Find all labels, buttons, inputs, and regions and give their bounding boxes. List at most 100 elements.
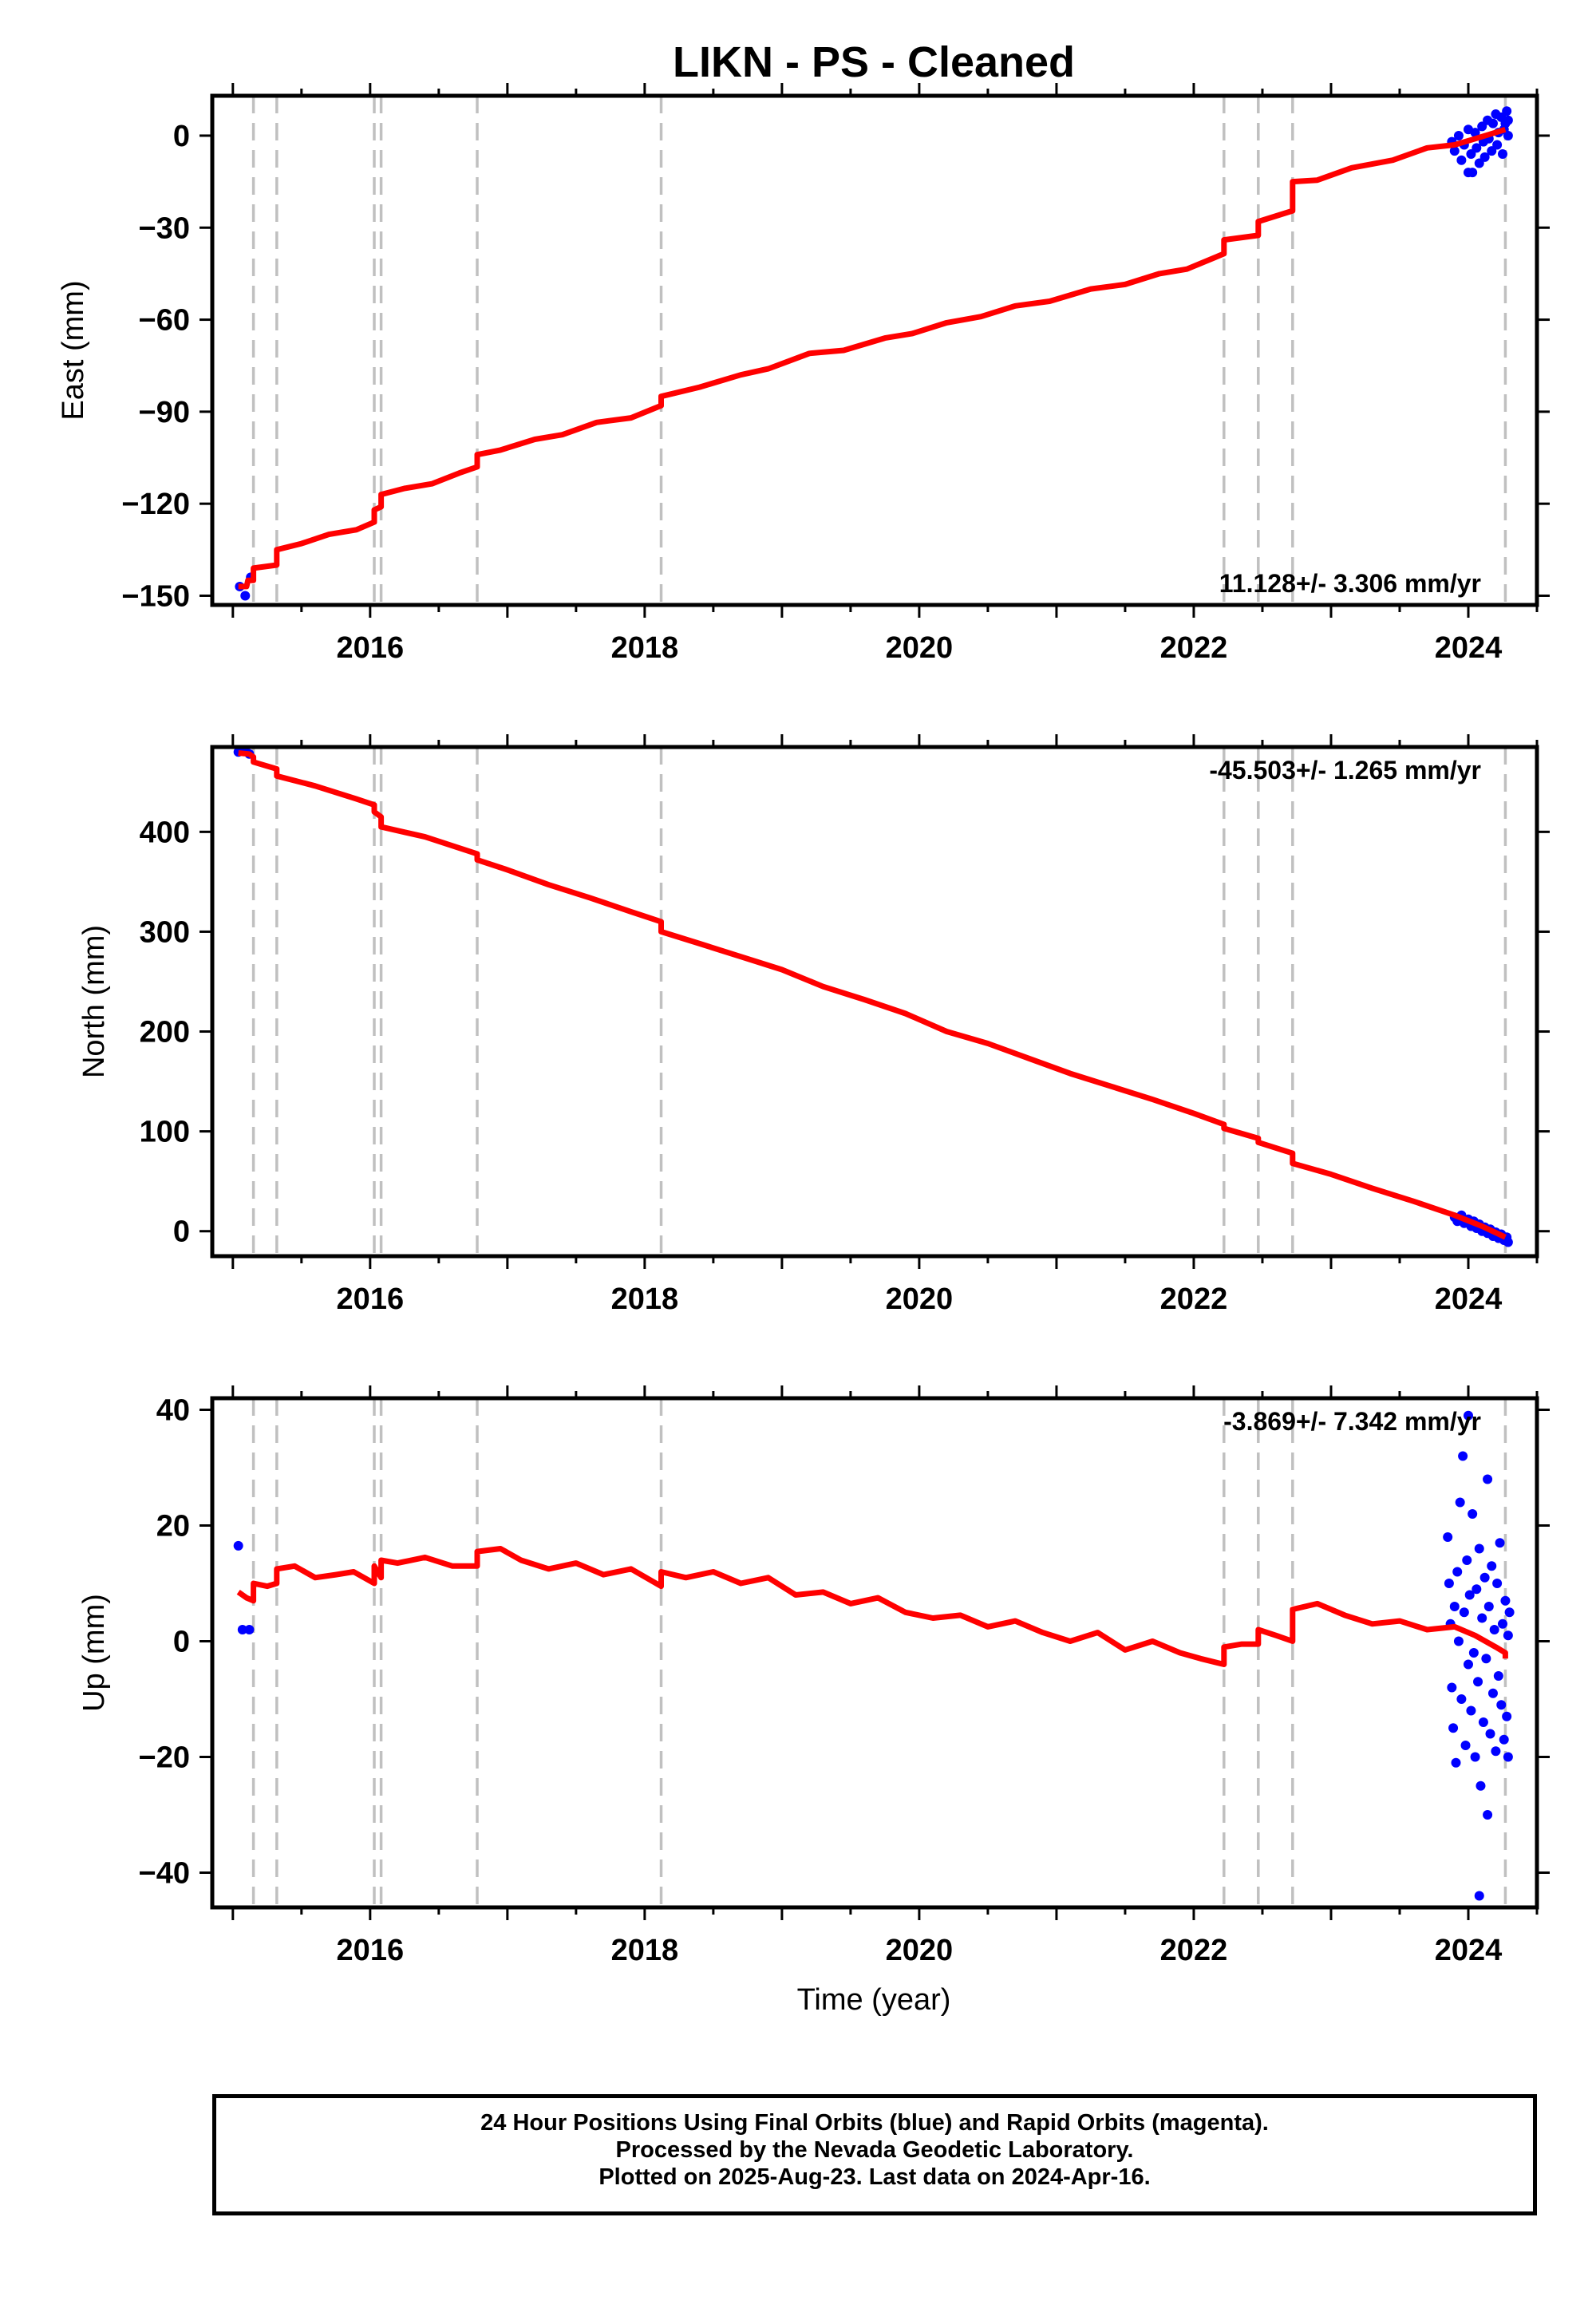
up-final-point-9 [1451, 1757, 1461, 1768]
east-final-point-23 [1492, 140, 1503, 150]
up-xtick-label-2018: 2018 [611, 1934, 679, 1967]
up-final-point-29 [1477, 1613, 1487, 1623]
east-ytick-label--90: −90 [139, 396, 190, 429]
east-final-point-15 [1477, 121, 1487, 132]
east-frame [210, 93, 1539, 607]
up-final-point-52 [1474, 1891, 1484, 1901]
up-xtick-label-2020: 2020 [886, 1934, 954, 1967]
up-final-point-7 [1448, 1723, 1459, 1733]
east-final-point-5 [1453, 130, 1464, 140]
up-final-point-40 [1491, 1746, 1501, 1757]
up-xtick-label-2024: 2024 [1435, 1934, 1503, 1967]
north-ytick-label-0: 0 [173, 1215, 190, 1249]
up-model-line [236, 1546, 1508, 1667]
up-final-point-21 [1466, 1705, 1476, 1716]
up-ytick-label-40: 40 [156, 1394, 190, 1428]
up-ytick-label-20: 20 [156, 1510, 190, 1543]
east-plot-area [235, 106, 1513, 601]
up-final-point-14 [1458, 1451, 1468, 1461]
north-model-line [238, 750, 1507, 1240]
up-final-point-32 [1481, 1654, 1491, 1664]
up-ytick-label-0: 0 [173, 1626, 190, 1659]
up-final-point-16 [1460, 1741, 1471, 1750]
up-final-point-33 [1483, 1474, 1493, 1484]
east-final-point-17 [1479, 152, 1490, 162]
north-plot-area [233, 747, 1513, 1247]
panel-up: 2016 2018 2020 2022 2024 40 20 0 −20 −40 Up (mm) -3… [77, 1385, 1550, 1967]
up-final-point-27 [1474, 1543, 1484, 1554]
up-final-point-20 [1464, 1590, 1475, 1600]
east-xtick-label-2022: 2022 [1160, 631, 1228, 665]
north-frame [210, 745, 1539, 1259]
footer-box: 24 Hour Positions Using Final Orbits (bl… [212, 2094, 1537, 2215]
footer-line-2: Processed by the Nevada Geodetic Laborat… [615, 2137, 1134, 2163]
north-ytick-label-200: 200 [140, 1016, 190, 1049]
up-final-point-39 [1489, 1625, 1499, 1634]
north-xtick-label-2016: 2016 [337, 1282, 405, 1316]
up-final-point-51 [1504, 1607, 1515, 1618]
up-final-point-44 [1496, 1700, 1507, 1710]
up-final-point-34 [1483, 1810, 1493, 1820]
up-final-point-19 [1463, 1659, 1473, 1670]
up-final-point-38 [1487, 1688, 1498, 1698]
east-ytick-label--60: −60 [139, 304, 190, 338]
up-final-point-42 [1493, 1671, 1503, 1681]
north-ytick-label-300: 300 [140, 915, 190, 949]
east-xtick-label-2024: 2024 [1435, 631, 1503, 665]
up-y-axis-label: Up (mm) [77, 1594, 111, 1712]
east-final-point-20 [1487, 146, 1497, 156]
up-final-point-1 [237, 1625, 247, 1634]
up-final-point-41 [1492, 1579, 1503, 1588]
east-final-point-13 [1472, 143, 1482, 153]
up-final-point-15 [1459, 1607, 1469, 1618]
footer-line-1: 24 Hour Positions Using Final Orbits (bl… [480, 2110, 1269, 2136]
east-xtick-label-2016: 2016 [337, 631, 405, 665]
up-final-point-25 [1472, 1584, 1482, 1595]
up-final-point-22 [1468, 1509, 1478, 1519]
up-final-point-8 [1449, 1602, 1460, 1611]
east-final-point-21 [1487, 118, 1498, 128]
footer-line-3: Plotted on 2025-Aug-23. Last data on 202… [598, 2164, 1151, 2190]
east-ytick-label-0: 0 [173, 120, 190, 153]
east-rate-label: 11.128+/- 3.306 mm/yr [1219, 569, 1481, 598]
east-final-point-12 [1470, 128, 1480, 138]
up-ytick-label--40: −40 [139, 1857, 190, 1891]
east-xtick-label-2018: 2018 [611, 631, 679, 665]
up-final-point-46 [1499, 1734, 1509, 1745]
east-model-line [238, 126, 1507, 590]
north-ytick-label-400: 400 [140, 816, 190, 849]
east-y-axis-label: East (mm) [57, 280, 90, 420]
north-rate-label: -45.503+/- 1.265 mm/yr [1209, 756, 1481, 785]
east-final-point-10 [1466, 149, 1476, 160]
up-final-point-49 [1503, 1630, 1513, 1641]
up-final-point-26 [1473, 1677, 1483, 1687]
up-final-point-45 [1497, 1618, 1507, 1629]
east-ytick-label--150: −150 [121, 579, 190, 613]
up-final-point-30 [1478, 1717, 1488, 1727]
up-final-point-2 [244, 1625, 255, 1634]
east-xtick-label-2020: 2020 [886, 631, 954, 665]
up-final-point-4 [1444, 1579, 1454, 1588]
up-final-point-36 [1485, 1729, 1495, 1739]
north-xtick-label-2024: 2024 [1435, 1282, 1503, 1316]
east-ytick-label--30: −30 [139, 211, 190, 245]
up-final-point-31 [1479, 1572, 1490, 1583]
east-final-point-14 [1474, 158, 1484, 168]
north-ytick-label-100: 100 [140, 1116, 190, 1149]
east-final-point-11 [1468, 168, 1478, 178]
up-final-point-37 [1487, 1561, 1497, 1571]
east-final-point-26 [1497, 149, 1507, 160]
up-frame [210, 1396, 1539, 1910]
up-plot-area [233, 1410, 1515, 1901]
east-final-point-29 [1502, 106, 1512, 117]
up-final-point-11 [1453, 1636, 1464, 1646]
up-final-point-10 [1452, 1567, 1463, 1577]
up-final-point-50 [1503, 1752, 1513, 1762]
up-final-point-47 [1500, 1595, 1511, 1606]
panel-north: 2016 2018 2020 2022 2024 0 100 200 300 400 North (… [77, 734, 1550, 1316]
north-xtick-label-2022: 2022 [1160, 1282, 1228, 1316]
east-final-point-31 [1503, 115, 1513, 125]
east-ytick-label--120: −120 [121, 488, 190, 521]
up-final-point-0 [233, 1540, 243, 1551]
